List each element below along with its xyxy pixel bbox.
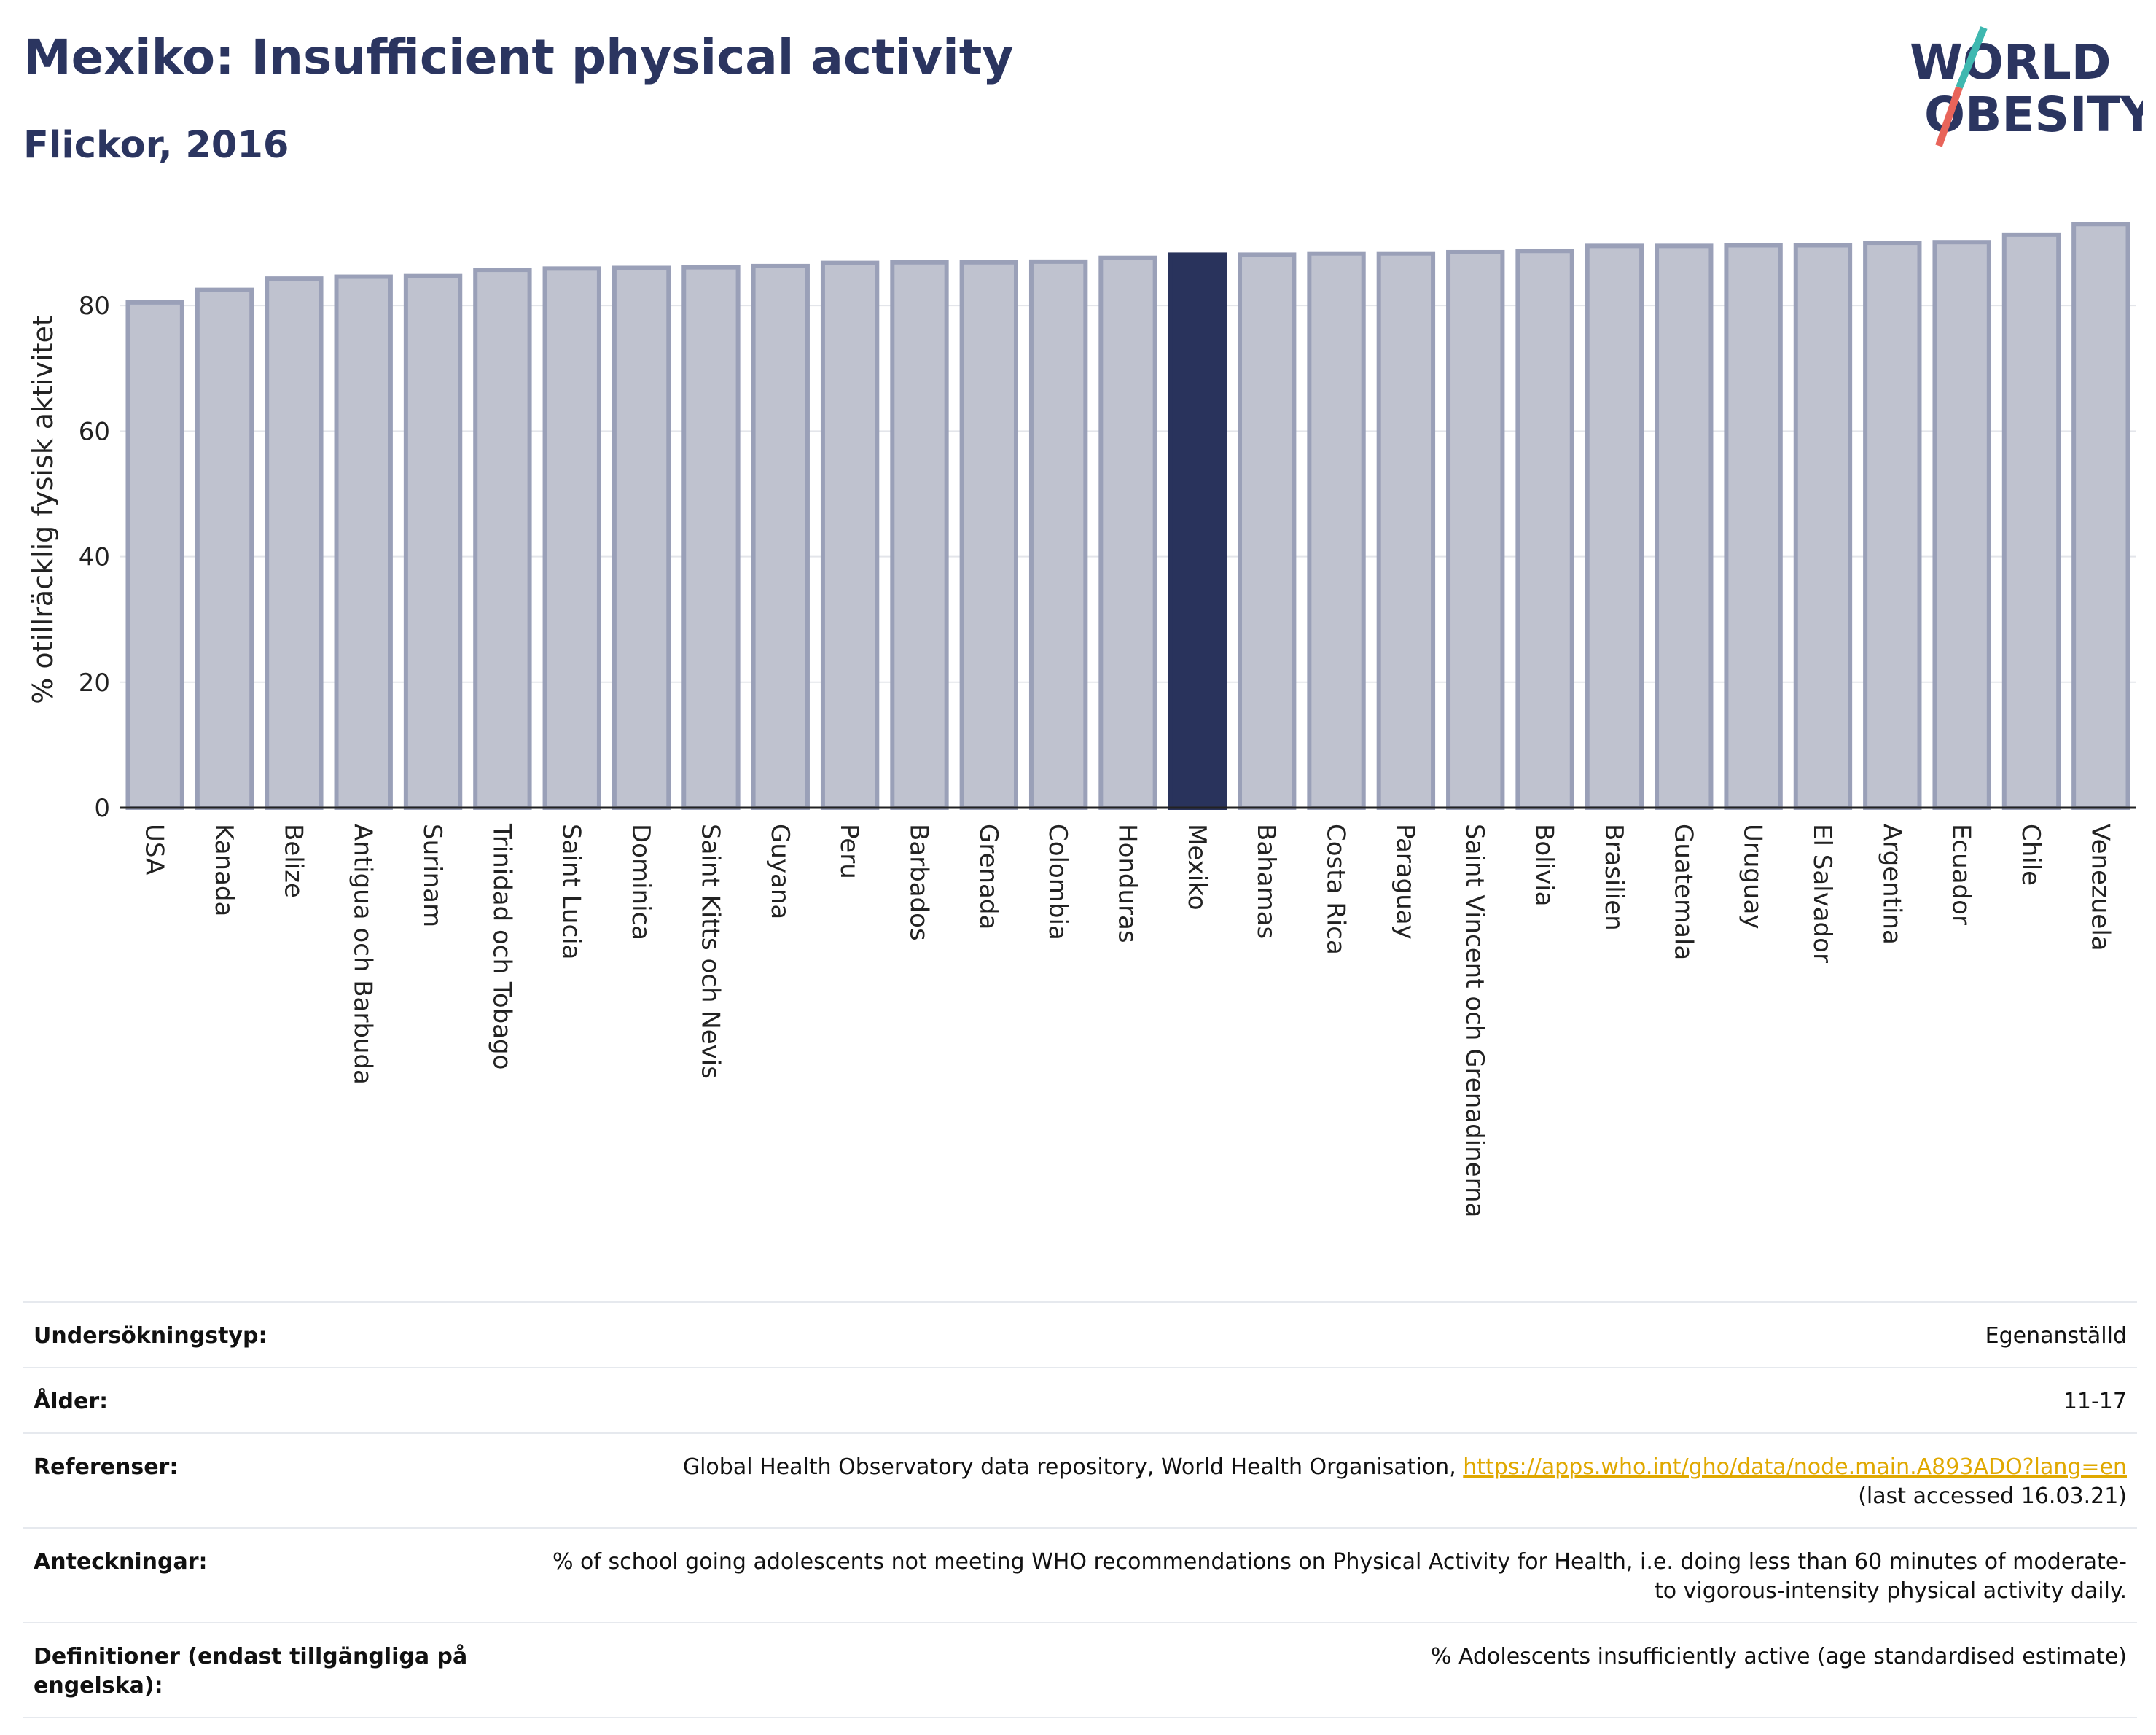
bar: [1932, 240, 1991, 810]
chart-title: Mexiko: Insufficient physical activity: [23, 29, 1014, 85]
x-tick-label: Grenada: [974, 824, 1003, 929]
bar: [265, 276, 324, 810]
bar: [681, 265, 741, 811]
bar: [890, 260, 949, 811]
meta-row-age: Ålder: 11-17: [23, 1367, 2137, 1432]
meta-row-definitions: Definitioner (endast tillgängliga på eng…: [23, 1622, 2137, 1718]
bar: [1655, 243, 1714, 810]
meta-value-references: Global Health Observatory data repositor…: [683, 1453, 2127, 1511]
bar: [1028, 259, 1088, 810]
x-tick-label: Colombia: [1043, 824, 1072, 940]
x-tick-label: Bolivia: [1530, 824, 1559, 906]
y-tick-label: 80: [79, 292, 110, 321]
bar: [1724, 243, 1783, 811]
meta-value: Egenanställd: [1985, 1323, 2127, 1349]
y-tick-label: 20: [79, 668, 110, 698]
x-tick-label: Uruguay: [1738, 824, 1768, 929]
meta-label: Undersökningstyp:: [34, 1323, 267, 1349]
reference-text: Global Health Observatory data repositor…: [682, 1454, 1464, 1480]
x-tick-label: Chile: [2016, 824, 2045, 886]
world-obesity-logo: WORLD OBESITY: [1910, 26, 2143, 147]
bar: [959, 260, 1018, 811]
bar: [1307, 251, 1366, 810]
meta-label: Referenser:: [34, 1454, 179, 1480]
x-tick-label: Saint Kitts och Nevis: [695, 824, 724, 1079]
y-tick-label: 40: [79, 543, 110, 572]
x-tick-label: Costa Rica: [1321, 824, 1351, 955]
meta-value: 11-17: [2063, 1389, 2127, 1414]
bar: [2071, 222, 2130, 810]
bar: [195, 287, 254, 810]
reference-accessed: (last accessed 16.03.21): [1858, 1483, 2127, 1509]
x-tick-label: Ecuador: [1947, 824, 1976, 925]
x-tick-label: Surinam: [418, 824, 447, 927]
meta-label: Ålder:: [34, 1389, 109, 1414]
bar: [403, 273, 463, 811]
x-tick-label: Antigua och Barbuda: [348, 824, 378, 1085]
x-tick-label: Kanada: [209, 824, 238, 916]
y-axis-ticks: 0 20 40 60 80: [79, 292, 110, 823]
logo-slash-teal-icon: [1956, 26, 1988, 89]
bar: [1793, 243, 1853, 811]
x-tick-label: El Salvador: [1808, 824, 1837, 963]
bar: [751, 263, 810, 811]
bar: [1585, 243, 1644, 810]
x-tick-label: Brasilien: [1599, 824, 1628, 931]
bar: [1863, 241, 1922, 811]
y-tick-label: 60: [79, 417, 110, 446]
x-tick-label: Bahamas: [1251, 824, 1281, 939]
x-tick-label: USA: [140, 824, 169, 875]
x-tick-label: Argentina: [1877, 824, 1906, 945]
bar: [125, 300, 184, 810]
x-tick-label: Guyana: [765, 824, 794, 919]
meta-label: Anteckningar:: [34, 1549, 208, 1575]
x-tick-label: Paraguay: [1391, 824, 1420, 940]
logo-slash-coral-icon: [1935, 86, 1963, 147]
bar: [542, 266, 601, 811]
bar: [1446, 249, 1505, 810]
meta-value: % Adolescents insufficiently active (age…: [1430, 1644, 2127, 1669]
x-axis-labels: USA Kanada Belize Antigua och Barbuda Surina…: [140, 823, 2115, 1217]
x-tick-label: Dominica: [626, 824, 655, 940]
reference-link[interactable]: https://apps.who.int/gho/data/node.main.…: [1463, 1454, 2127, 1480]
bar-chart: 0 20 40 60 80 USA Kanada Belize Antigua och Bar…: [27, 222, 2136, 1217]
x-tick-label: Trinidad och Tobago: [487, 823, 516, 1069]
x-tick-label: Saint Vincent och Grenadinerna: [1460, 824, 1489, 1217]
bar: [2001, 232, 2061, 810]
x-tick-label: Guatemala: [1668, 824, 1698, 960]
bar: [820, 260, 880, 810]
bar: [1098, 255, 1157, 810]
meta-row-references: Referenser: Global Health Observatory da…: [23, 1432, 2137, 1527]
y-tick-label: 0: [94, 794, 110, 823]
bar: [334, 274, 393, 810]
x-tick-label: Mexiko: [1182, 824, 1211, 911]
meta-row-notes: Anteckningar: % of school going adolesce…: [23, 1527, 2137, 1622]
meta-label: Definitioner (endast tillgängliga på eng…: [34, 1644, 468, 1699]
x-tick-label: Honduras: [1113, 824, 1142, 943]
bar: [1515, 249, 1574, 810]
logo-line1: WORLD: [1910, 34, 2112, 90]
metadata-table: Undersökningstyp: Egenanställd Ålder: 11…: [23, 1301, 2137, 1718]
x-tick-label: Peru: [835, 824, 864, 879]
x-tick-label: Saint Lucia: [557, 824, 586, 959]
bar: [1376, 251, 1436, 810]
bar: [473, 268, 532, 811]
meta-value: % of school going adolescents not meetin…: [552, 1549, 2127, 1604]
bar-highlighted: [1168, 252, 1227, 810]
logo-line2: OBESITY: [1924, 87, 2143, 143]
bar: [1238, 252, 1297, 810]
bar: [612, 265, 671, 810]
y-axis-title: % otillräcklig fysisk aktivitet: [27, 315, 59, 704]
x-tick-label: Barbados: [904, 824, 933, 941]
x-tick-label: Belize: [278, 824, 308, 898]
bars: [125, 222, 2130, 811]
x-tick-label: Venezuela: [2085, 824, 2114, 951]
meta-row-survey-type: Undersökningstyp: Egenanställd: [23, 1301, 2137, 1367]
chart-subtitle: Flickor, 2016: [23, 124, 289, 167]
